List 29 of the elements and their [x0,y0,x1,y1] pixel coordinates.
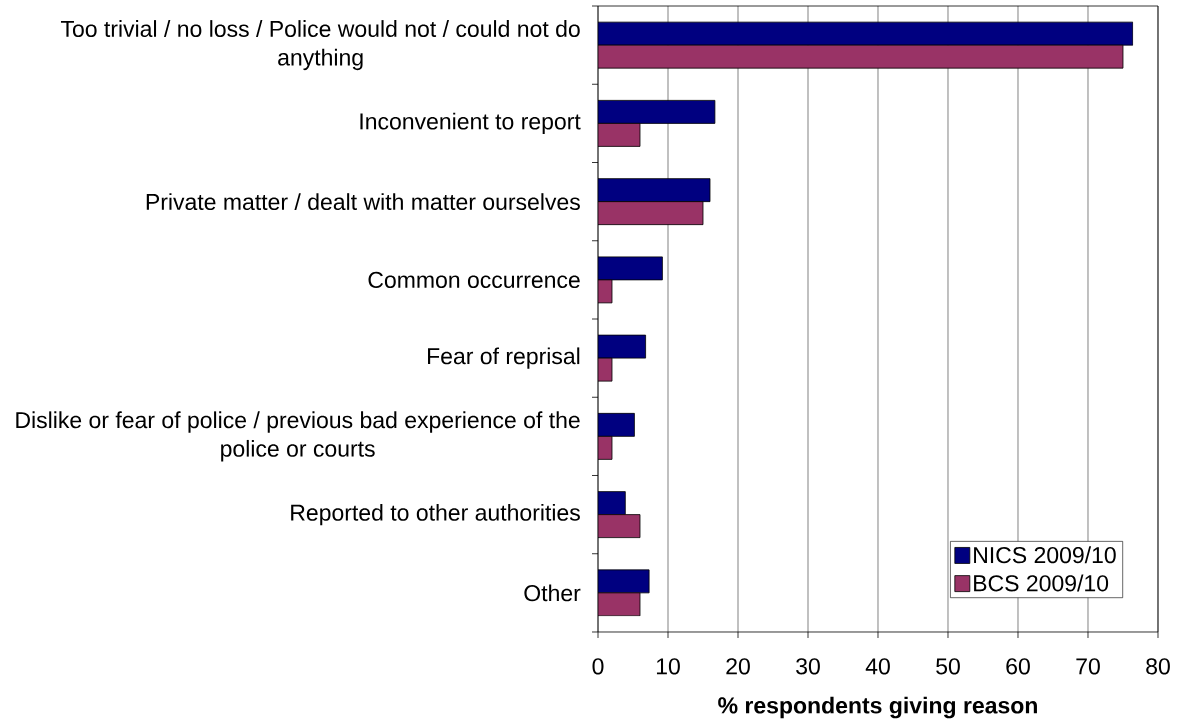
x-tick-label: 10 [656,658,680,675]
x-tick-label: 80 [1146,658,1170,675]
x-tick-label: 20 [726,658,750,675]
bar [598,201,704,226]
x-tick-label: 70 [1076,658,1100,675]
y-tick-label: Too trivial / no loss / Police would not / could not do anything [60,20,580,71]
x-tick-label: 0 [592,658,604,675]
bar [598,21,1134,46]
bar [598,99,716,124]
y-tick-label: Private matter / dealt with matter ourselves [146,193,580,211]
y-tick-label: Reported to other authorities [291,503,580,526]
bar [598,514,641,539]
y-tick-label: Inconvenient to report [360,112,581,135]
bar [598,491,626,516]
bar [598,122,641,147]
x-tick-label: 60 [1006,658,1030,675]
y-tick-label: Common occurrence [368,271,580,289]
y-tick-label: Fear of reprisal [428,347,580,369]
bar [598,178,711,203]
y-tick-label: Dislike or fear of police / previous bad experience of the police or courts [16,411,580,462]
legend-label: BCS 2009/10 [974,574,1109,592]
x-tick-label: 30 [796,658,820,675]
bar [598,412,635,437]
x-axis-title: % respondents giving reason [718,696,1037,719]
legend-label: NICS 2009/10 [974,546,1116,564]
x-tick-label: 50 [936,658,960,675]
x-tick-label: 40 [865,658,890,675]
bar [598,44,1124,69]
y-tick-label: Other [524,584,581,602]
